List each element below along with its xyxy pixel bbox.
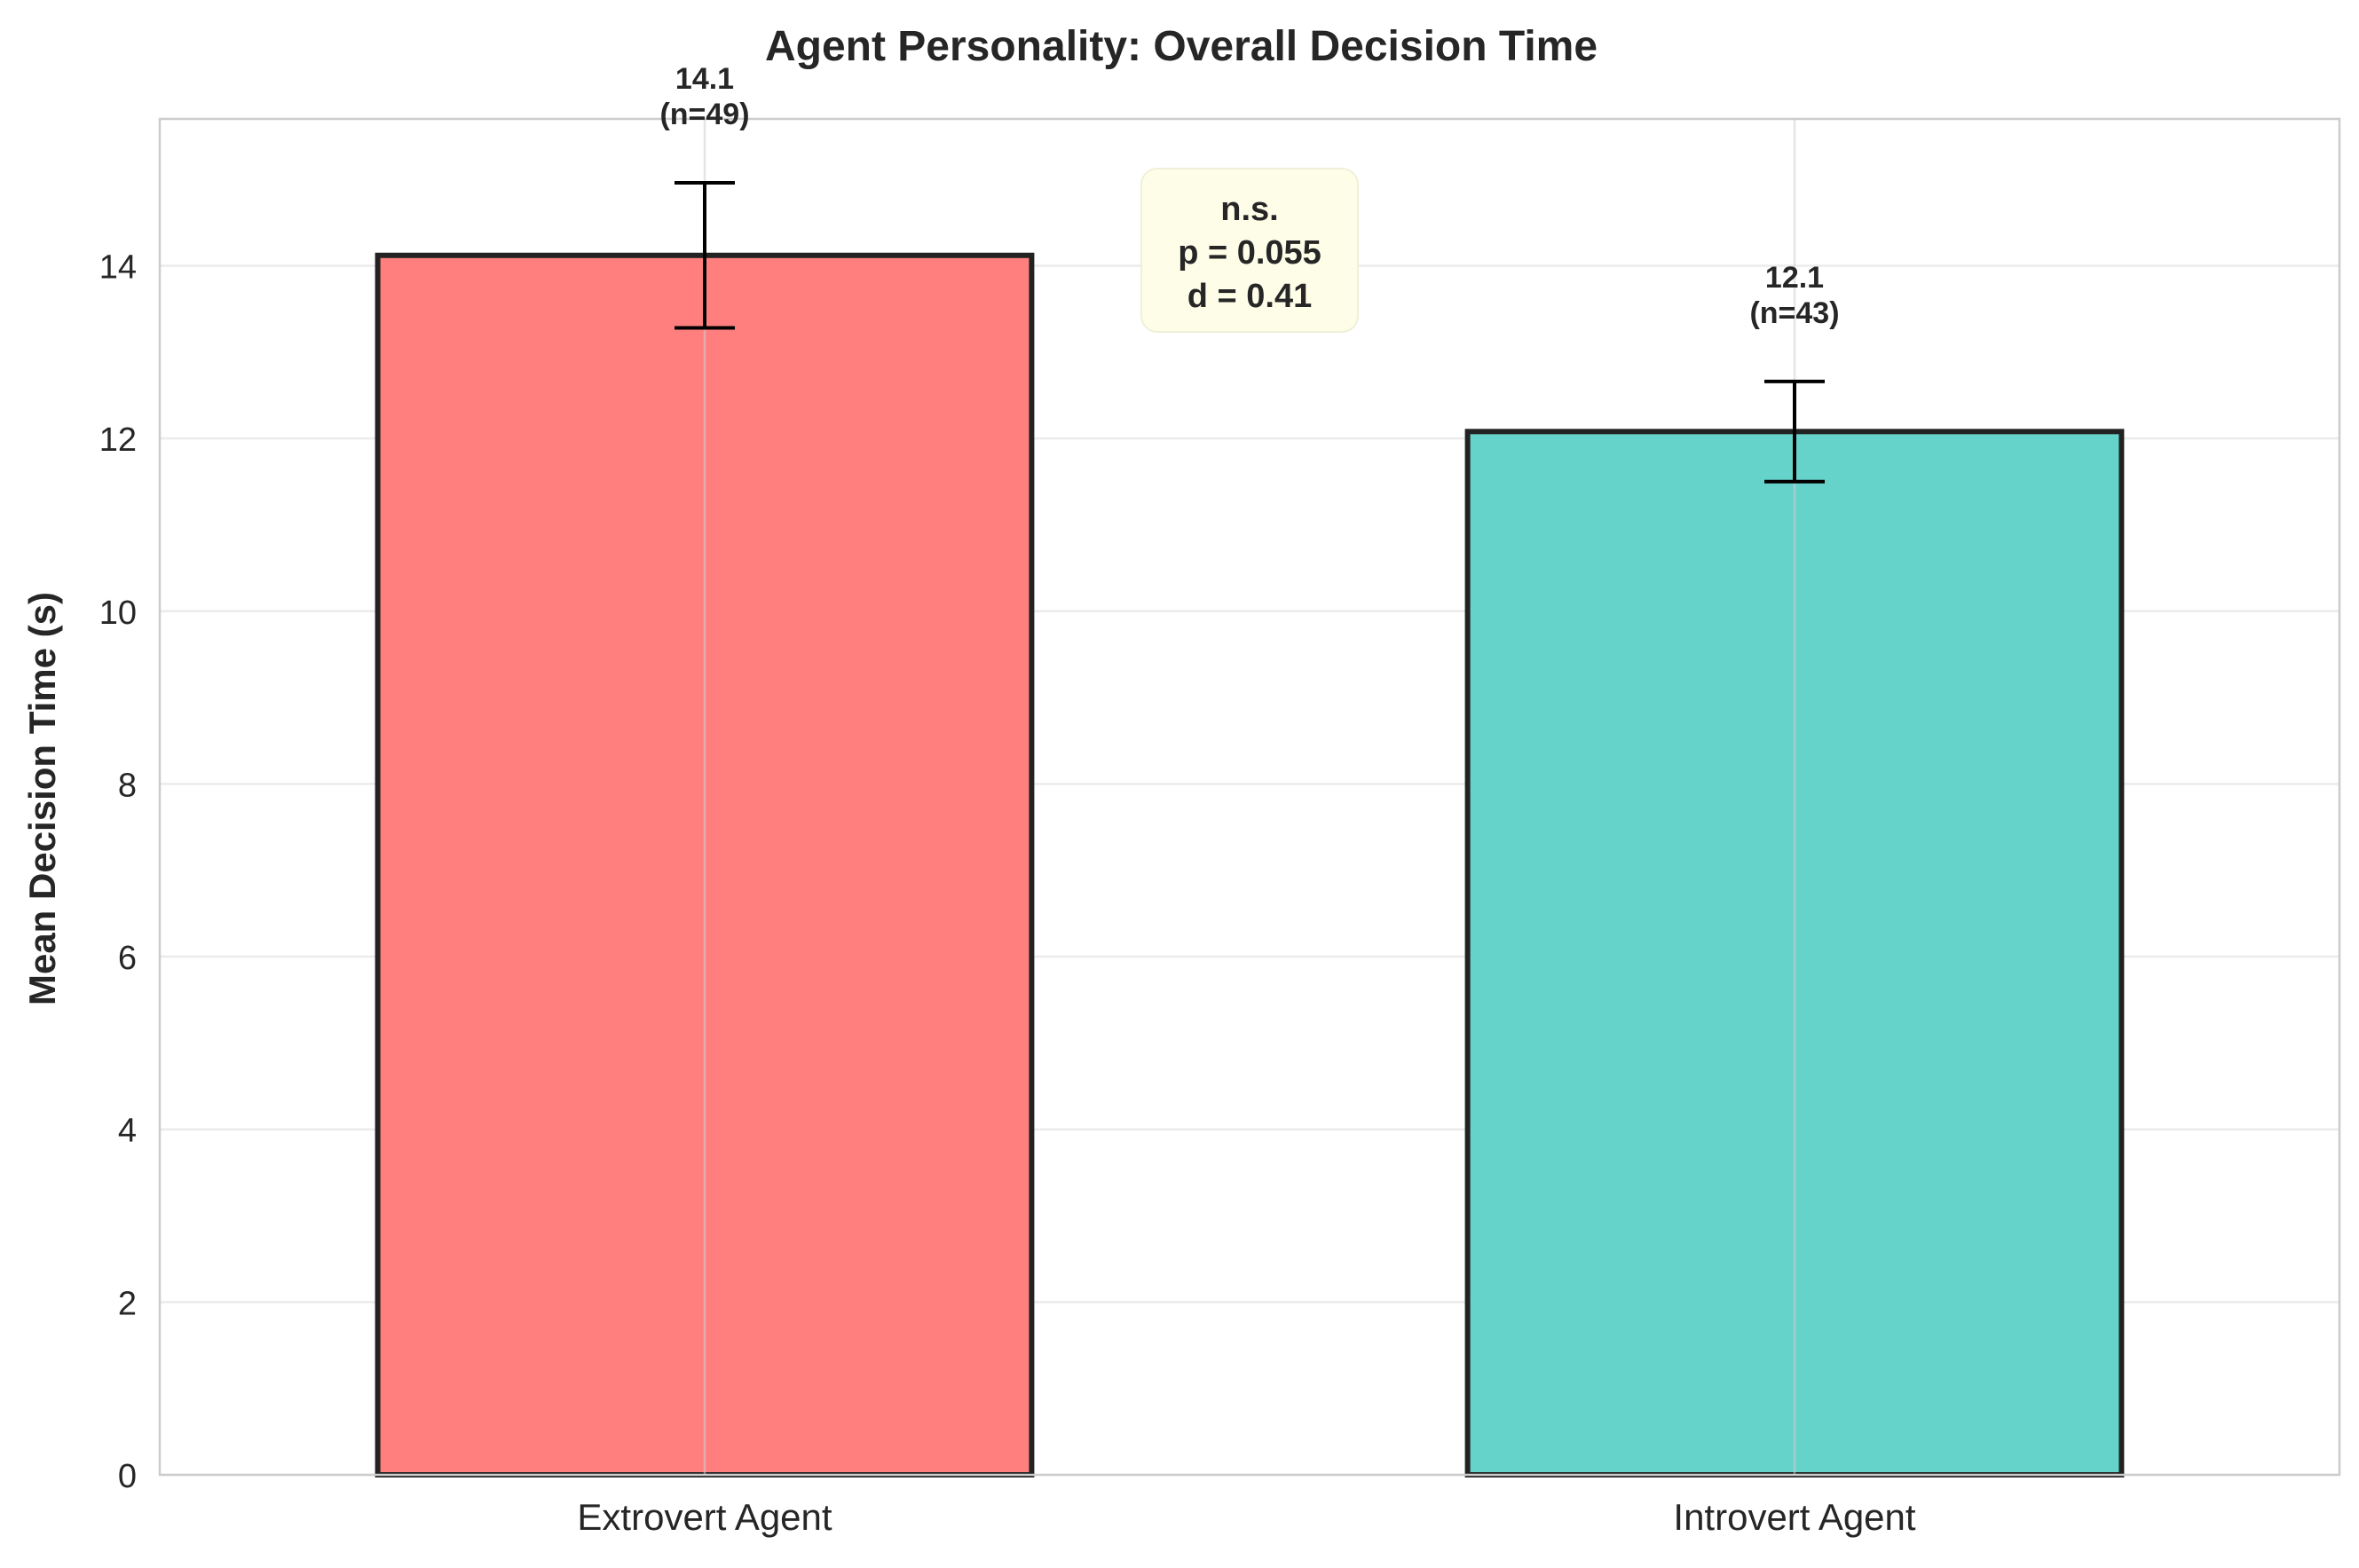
x-tick-label: Introvert Agent — [1673, 1496, 1915, 1538]
stats-p-value: p = 0.055 — [1178, 234, 1322, 272]
stats-annotation-box — [1140, 168, 1359, 333]
y-tick-label: 12 — [99, 422, 137, 459]
y-tick-label: 2 — [118, 1285, 137, 1322]
y-axis-ticks: 0 2 4 6 8 10 12 14 — [99, 248, 137, 1495]
x-tick-label: Extrovert Agent — [577, 1496, 832, 1538]
n-label: (n=49) — [659, 98, 749, 131]
stats-effect-size: d = 0.41 — [1187, 278, 1312, 315]
y-tick-label: 10 — [99, 595, 137, 632]
y-tick-label: 6 — [118, 940, 137, 977]
data-labels: 14.1(n=49) 12.1(n=43) — [659, 62, 1839, 330]
stats-significance: n.s. — [1220, 191, 1278, 228]
y-tick-label: 4 — [118, 1113, 137, 1150]
error-bars — [675, 181, 1825, 484]
value-label: 12.1 — [1765, 261, 1824, 295]
vertical-gridlines — [703, 119, 1796, 1475]
n-label: (n=43) — [1749, 296, 1839, 330]
y-axis-label: Mean Decision Time (s) — [21, 592, 63, 1005]
y-tick-label: 14 — [99, 248, 137, 286]
value-label: 14.1 — [675, 62, 734, 96]
plot-frame — [158, 117, 2341, 1477]
y-tick-label: 8 — [118, 767, 137, 804]
y-tick-label: 0 — [118, 1458, 137, 1495]
stats-annotation: n.s. p = 0.055 d = 0.41 — [1140, 168, 1359, 333]
chart-title: Agent Personality: Overall Decision Time — [765, 23, 1598, 70]
x-axis-ticks: Extrovert Agent Introvert Agent — [577, 1496, 1915, 1538]
